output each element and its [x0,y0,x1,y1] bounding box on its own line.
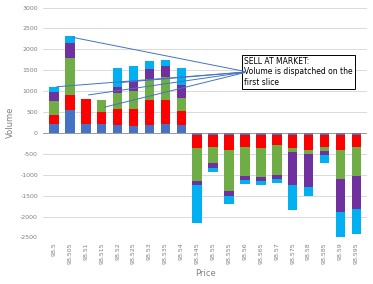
Bar [256,177,266,181]
Bar [113,109,122,125]
Bar [113,93,122,109]
Bar [161,60,170,66]
Bar [97,124,107,133]
Text: SELL AT MARKET:
Volume is dispatched on the
first slice: SELL AT MARKET: Volume is dispatched on … [244,57,353,87]
Bar [209,163,218,168]
Bar [336,133,345,135]
Bar [240,133,250,135]
Bar [288,135,297,148]
Bar [65,58,75,95]
Bar [351,147,361,176]
Bar [209,168,218,172]
Bar [288,152,297,185]
Bar [256,181,266,185]
Bar [336,135,345,150]
X-axis label: Price: Price [195,270,216,278]
Bar [288,185,297,210]
Bar [256,135,266,148]
Bar [192,148,202,181]
Bar [49,101,59,115]
Bar [192,135,202,148]
Bar [129,109,138,126]
Bar [351,133,361,135]
Bar [49,87,59,92]
Bar [256,148,266,177]
Bar [320,147,329,151]
Bar [320,151,329,155]
Bar [336,150,345,179]
Bar [129,126,138,133]
Bar [304,133,313,135]
Bar [65,95,75,110]
Bar [192,181,202,185]
Bar [113,125,122,133]
Bar [240,180,250,184]
Bar [224,133,234,135]
Bar [304,187,313,196]
Bar [81,124,91,133]
Bar [256,133,266,135]
Bar [176,68,186,85]
Bar [304,150,313,154]
Bar [240,176,250,180]
Bar [65,110,75,133]
Bar [97,100,107,112]
Bar [288,133,297,135]
Bar [288,148,297,152]
Bar [209,147,218,163]
Bar [272,135,282,145]
Bar [224,191,234,196]
Bar [145,69,154,80]
Bar [351,135,361,147]
Bar [161,77,170,100]
Bar [161,66,170,77]
Bar [145,126,154,133]
Bar [272,133,282,135]
Bar [129,66,138,81]
Bar [176,125,186,133]
Bar [145,80,154,100]
Bar [240,147,250,176]
Bar [161,124,170,133]
Bar [65,43,75,58]
Bar [320,135,329,147]
Bar [336,179,345,212]
Bar [304,135,313,150]
Bar [192,133,202,135]
Bar [240,135,250,147]
Bar [224,196,234,204]
Bar [336,212,345,254]
Bar [97,112,107,124]
Bar [320,133,329,135]
Bar [145,100,154,126]
Bar [272,175,282,179]
Bar [272,179,282,183]
Bar [304,154,313,187]
Bar [145,60,154,69]
Bar [224,150,234,191]
Bar [113,87,122,93]
Bar [49,115,59,124]
Bar [320,155,329,163]
Bar [176,98,186,111]
Bar [272,145,282,175]
Bar [129,81,138,91]
Bar [351,176,361,209]
Bar [49,92,59,101]
Bar [351,209,361,235]
Bar [224,135,234,150]
Bar [176,85,186,98]
Bar [161,100,170,124]
Bar [192,185,202,223]
Bar [176,111,186,125]
Bar [49,124,59,133]
Y-axis label: Volume: Volume [6,107,15,138]
Bar [81,99,91,124]
Bar [209,135,218,147]
Bar [65,36,75,43]
Bar [129,91,138,109]
Bar [209,133,218,135]
Bar [113,68,122,87]
